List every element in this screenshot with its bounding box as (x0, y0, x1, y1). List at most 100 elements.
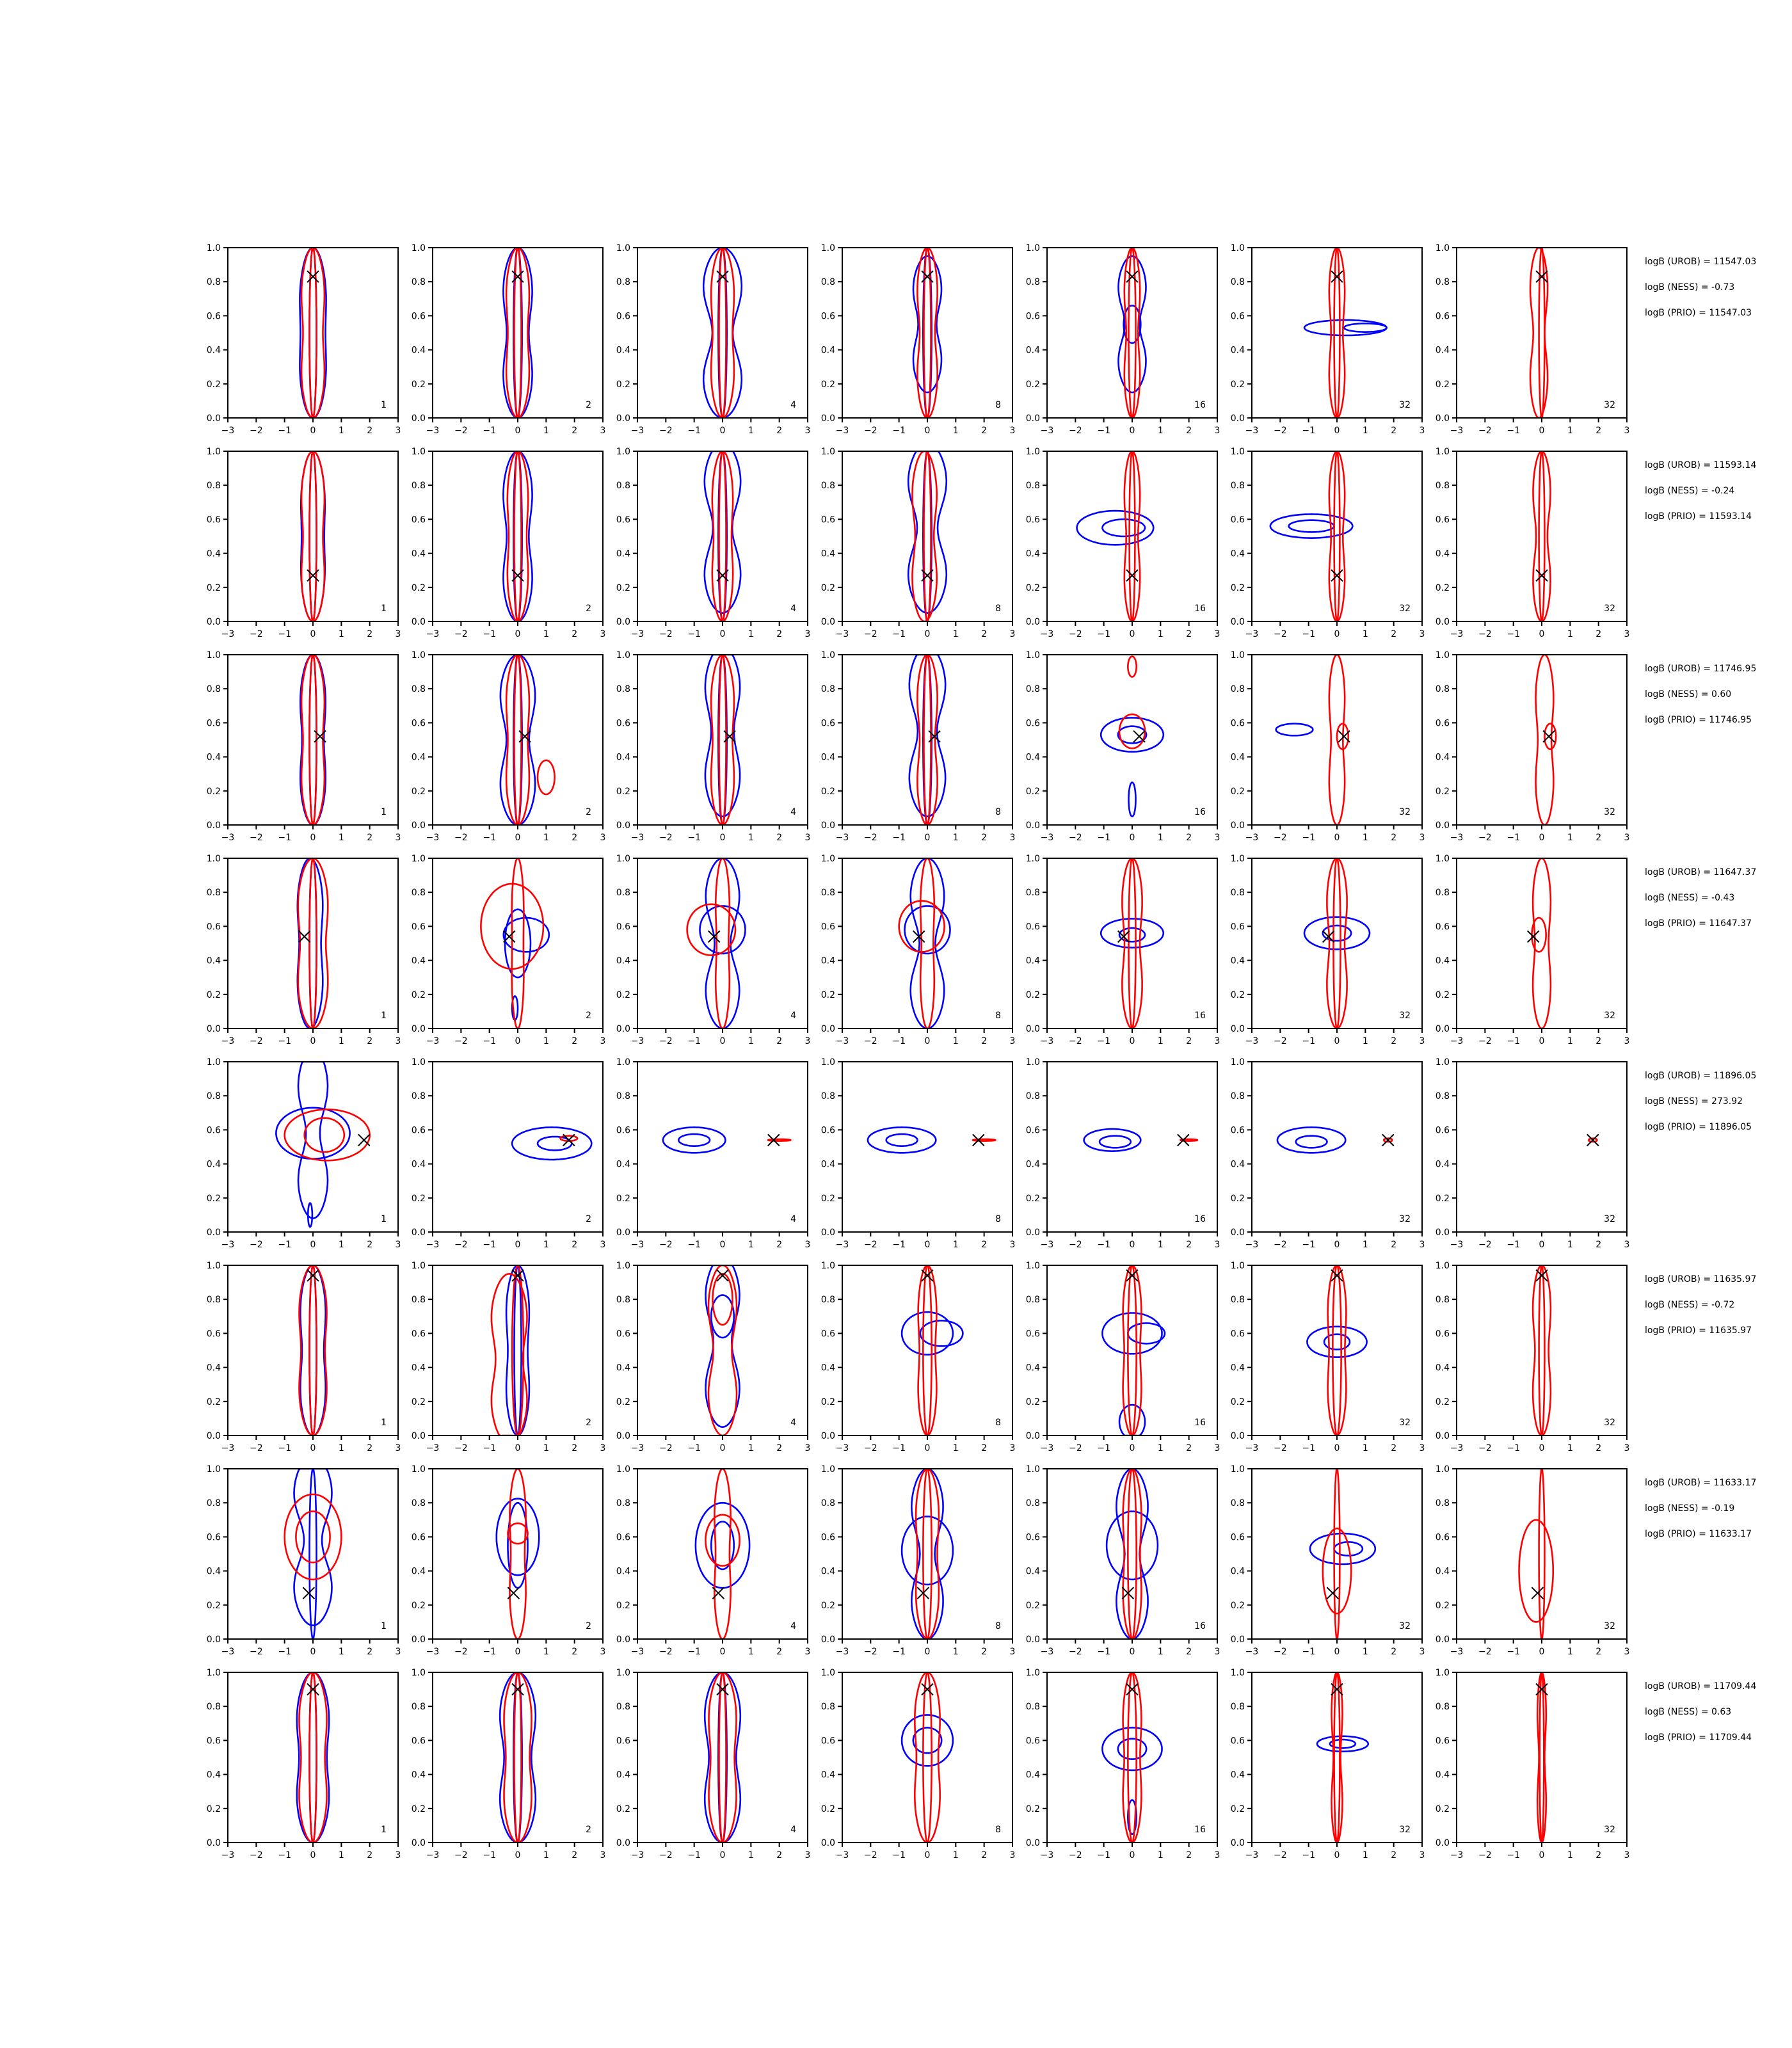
y-tick-label: 0.4 (207, 753, 221, 763)
y-tick-label: 0.6 (821, 1532, 835, 1542)
red-contour-line (686, 903, 737, 956)
y-tick-label: 1.0 (1436, 1057, 1450, 1068)
red-contour-line (712, 1273, 733, 1326)
x-tick-label: 2 (776, 1240, 782, 1250)
contour-panel: −3 −2 −1 0 1 2 3 0.0 0.2 0.4 0.6 0.8 1.0 2 (412, 1057, 606, 1250)
x-tick-label: 0 (925, 833, 931, 843)
y-tick-label: 0.4 (1231, 1770, 1245, 1780)
x-tick-label: 3 (1010, 426, 1016, 436)
contour-panel: −3 −2 −1 0 1 2 3 0.0 0.2 0.4 0.6 0.8 1.0 8 (821, 243, 1016, 436)
x-tick-label: −3 (1245, 1850, 1259, 1860)
y-tick-label: 1.0 (616, 1057, 630, 1068)
truth-marker (518, 730, 531, 743)
truth-marker (1326, 1587, 1340, 1599)
x-tick-label: −1 (1507, 1850, 1520, 1860)
x-tick-label: 3 (805, 1036, 811, 1046)
x-tick-label: −2 (454, 833, 468, 843)
axes-frame (842, 858, 1013, 1029)
axes-frame (1046, 1468, 1218, 1640)
y-tick-label: 0.8 (1436, 1295, 1450, 1305)
red-contour-line (916, 248, 938, 418)
logb-urob-text: logB (UROB) = 11896.05 (1645, 1071, 1756, 1081)
x-tick-label: 0 (310, 1850, 316, 1860)
blue-contour-line (705, 858, 740, 1028)
y-tick-label: 0.8 (412, 1702, 426, 1712)
x-tick-label: 3 (1215, 1443, 1220, 1453)
x-tick-label: 1 (339, 426, 344, 436)
y-tick-label: 0.6 (207, 718, 221, 728)
x-tick-label: 1 (1158, 1647, 1164, 1657)
truth-marker (1338, 730, 1350, 743)
logb-ness-text: logB (NESS) = 273.92 (1645, 1096, 1743, 1107)
contour-set (300, 655, 326, 825)
x-tick-label: 2 (1391, 1036, 1396, 1046)
x-tick-label: −1 (892, 1036, 906, 1046)
x-tick-label: 0 (310, 1443, 316, 1453)
panel-corner-label: 32 (1604, 1825, 1615, 1835)
red-contour-line (922, 1469, 932, 1639)
red-contour-line (1532, 451, 1551, 621)
y-tick-label: 0.8 (616, 1091, 630, 1101)
axes-frame (637, 247, 808, 419)
y-tick-label: 0.2 (821, 1804, 835, 1814)
x-tick-label: −3 (221, 1647, 235, 1657)
contour-panel: −3 −2 −1 0 1 2 3 0.0 0.2 0.4 0.6 0.8 1.0 1 (207, 1261, 401, 1453)
y-tick-label: 1.0 (1436, 1668, 1450, 1678)
y-tick-label: 0.6 (1231, 1329, 1245, 1339)
x-tick-label: 0 (1130, 426, 1135, 436)
x-tick-label: 1 (748, 1240, 754, 1250)
x-tick-label: 0 (1130, 1443, 1135, 1453)
x-tick-label: 0 (1539, 426, 1545, 436)
y-tick-label: 0.0 (821, 413, 835, 424)
y-tick-label: 0.8 (1026, 888, 1040, 898)
y-tick-label: 0.2 (1231, 380, 1245, 390)
y-tick-label: 0.8 (616, 684, 630, 694)
y-tick-label: 0.2 (616, 1601, 630, 1611)
y-tick-label: 0.2 (1026, 1194, 1040, 1204)
x-tick-label: 1 (339, 1850, 344, 1860)
x-tick-label: 0 (310, 629, 316, 639)
x-tick-label: 2 (367, 1647, 372, 1657)
truth-marker (921, 270, 934, 283)
y-tick-label: 0.4 (821, 1567, 835, 1577)
logb-ness-text: logB (NESS) = -0.24 (1645, 486, 1734, 496)
red-contour-line (1328, 248, 1346, 418)
blue-contour-line (699, 905, 746, 955)
y-tick-label: 0.8 (1026, 1091, 1040, 1101)
y-tick-label: 0.8 (1436, 1702, 1450, 1712)
y-tick-label: 1.0 (1231, 1057, 1245, 1068)
x-tick-label: −2 (1274, 1850, 1287, 1860)
x-tick-label: 2 (1391, 629, 1396, 639)
logb-prio-text: logB (PRIO) = 11593.14 (1645, 511, 1752, 522)
blue-contour-line (1275, 723, 1314, 737)
axes-frame (637, 451, 808, 622)
x-tick-label: −2 (1069, 1850, 1082, 1860)
y-tick-label: 0.2 (1026, 1397, 1040, 1407)
red-contour-line (1539, 1672, 1545, 1843)
y-tick-label: 0.8 (1231, 888, 1245, 898)
y-tick-label: 1.0 (616, 243, 630, 253)
y-tick-label: 0.6 (821, 311, 835, 321)
x-tick-label: −2 (659, 1443, 673, 1453)
contour-panel: −3 −2 −1 0 1 2 3 0.0 0.2 0.4 0.6 0.8 1.0 1 (207, 1464, 401, 1657)
contour-set (1275, 655, 1349, 825)
contour-panel: −3 −2 −1 0 1 2 3 0.0 0.2 0.4 0.6 0.8 1.0 4 (616, 1464, 811, 1657)
blue-contour-line (912, 1727, 943, 1754)
x-tick-label: −2 (1274, 1443, 1287, 1453)
x-tick-label: 3 (1420, 1647, 1425, 1657)
contour-panel: −3 −2 −1 0 1 2 3 0.0 0.2 0.4 0.6 0.8 1.0 16 (1026, 854, 1220, 1046)
x-tick-label: −1 (1097, 426, 1110, 436)
y-tick-label: 1.0 (821, 447, 835, 457)
y-tick-label: 0.8 (207, 277, 221, 287)
red-contour-line (919, 858, 936, 1028)
red-contour-line (308, 248, 317, 418)
red-contour-line (536, 759, 556, 796)
truth-marker (1535, 569, 1548, 582)
y-tick-label: 0.0 (821, 1024, 835, 1034)
y-tick-label: 0.2 (821, 1397, 835, 1407)
x-tick-label: 3 (1010, 1850, 1016, 1860)
red-contour-line (914, 1672, 941, 1843)
x-tick-label: 0 (515, 1443, 521, 1453)
x-tick-label: 2 (1391, 1850, 1396, 1860)
x-tick-label: 0 (720, 1850, 726, 1860)
